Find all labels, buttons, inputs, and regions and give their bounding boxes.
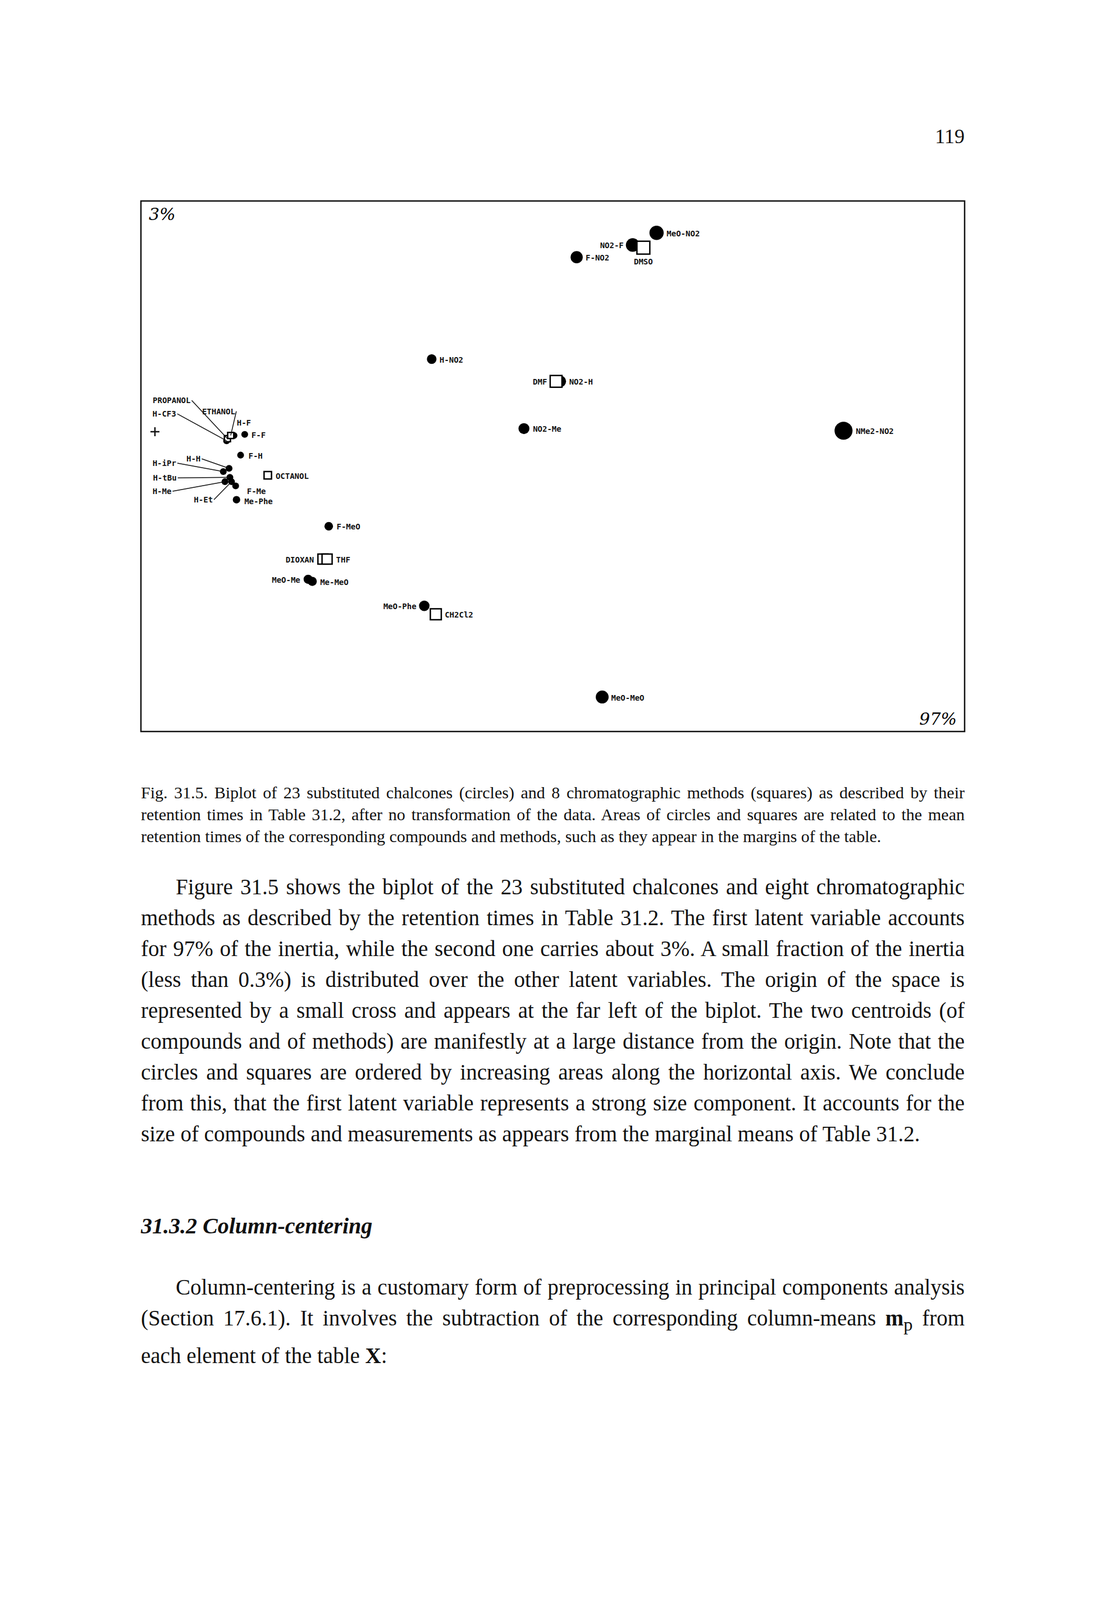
axis-label: 3% — [148, 204, 176, 225]
point-label: MeO-NO2 — [666, 229, 700, 239]
leader-line — [213, 481, 232, 500]
point-label: MeO-MeO — [611, 693, 645, 703]
leader-line — [201, 458, 230, 469]
point-label: H-H — [186, 454, 201, 464]
point-label: CH2Cl2 — [444, 610, 474, 620]
point-label: H-Et — [193, 495, 213, 505]
point-label: H-NO2 — [439, 355, 464, 365]
point-label: F-NO2 — [585, 253, 610, 263]
compound-circle — [233, 495, 241, 504]
point-label: DIOXAN — [285, 555, 315, 565]
method-square — [636, 241, 650, 255]
text-segment: p — [903, 1314, 913, 1335]
method-square — [550, 375, 563, 388]
point-label: H-CF3 — [152, 409, 177, 419]
compound-circle — [426, 354, 437, 364]
method-square — [430, 608, 442, 620]
figure-caption: Fig. 31.5. Biplot of 23 substituted chal… — [140, 781, 965, 848]
point-label: F-H — [248, 451, 263, 461]
point-label: H-F — [236, 418, 251, 428]
method-square — [263, 471, 272, 479]
point-label: NMe2-NO2 — [855, 426, 894, 436]
point-label: NO2-Me — [532, 424, 562, 434]
point-label: MeO-Me — [271, 575, 301, 585]
point-label: NO2-H — [569, 377, 593, 387]
text-segment: : — [381, 1343, 388, 1368]
paragraph: Column-centering is a customary form of … — [140, 1271, 965, 1372]
compound-circle — [241, 431, 249, 438]
leader-line — [230, 411, 237, 436]
compound-circle — [518, 423, 530, 435]
leader-line — [177, 413, 227, 441]
point-label: DMF — [532, 377, 547, 387]
point-label: Me-MeO — [320, 577, 349, 587]
compound-circle — [595, 690, 609, 704]
paragraph: Figure 31.5 shows the biplot of the 23 s… — [140, 871, 965, 1150]
point-label: NO2-F — [600, 240, 624, 250]
point-label: F-MeO — [336, 522, 360, 532]
page-number: 119 — [898, 124, 965, 149]
compound-circle — [232, 482, 240, 490]
point-label: DMSO — [633, 257, 653, 267]
point-label: THF — [336, 555, 351, 565]
point-label: PROPANOL — [152, 395, 191, 405]
compound-circle — [649, 225, 664, 240]
compound-circle — [570, 250, 583, 264]
text-segment: Column-centering is a customary form of … — [140, 1275, 965, 1331]
point-label: H-Me — [152, 486, 172, 496]
axis-label: 97% — [919, 709, 957, 729]
compound-circle — [418, 600, 430, 612]
marks — [150, 225, 853, 704]
compound-circle — [236, 451, 244, 459]
plot-frame — [140, 201, 965, 732]
biplot: 3% 97% F-NO2 NO2-F MeO-NO2 H-NO2 NO2-H NO2-Me NM… — [0, 0, 1096, 753]
leader-line — [177, 477, 231, 478]
method-square — [322, 554, 333, 565]
point-label: H-tBu — [152, 473, 177, 483]
leader-line — [191, 400, 228, 439]
origin-cross — [150, 427, 160, 437]
section-heading: 31.3.2 Column-centering — [140, 1212, 965, 1240]
point-label: H-iPr — [152, 458, 177, 468]
compound-circle — [324, 522, 333, 531]
point-label: F-Me — [247, 486, 267, 496]
point-label: MeO-Phe — [383, 601, 417, 611]
compound-circle — [834, 421, 853, 440]
compound-circle — [307, 576, 317, 586]
point-label: F-F — [251, 430, 266, 440]
point-label: OCTANOL — [275, 471, 309, 481]
point-label: Me-Phe — [244, 496, 273, 506]
point-label: ETHANOL — [202, 407, 236, 417]
text-segment: m — [885, 1305, 904, 1331]
leader-line — [172, 481, 225, 492]
text-segment: X — [365, 1343, 382, 1368]
labels: 3% 97% F-NO2 NO2-F MeO-NO2 H-NO2 NO2-H NO2-Me NM… — [148, 204, 957, 729]
